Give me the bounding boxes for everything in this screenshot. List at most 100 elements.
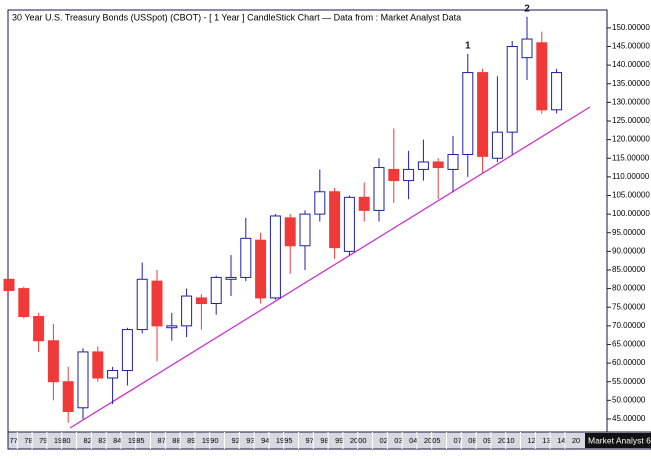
candle-body <box>462 72 474 156</box>
x-tick-label: 79 <box>39 436 47 445</box>
y-tick-label: 45.00000 <box>612 414 646 423</box>
y-tick-label: 125.00000 <box>612 116 650 125</box>
x-tick-label: 93 <box>246 436 254 445</box>
x-tick-label: 84 <box>113 436 121 445</box>
candle-body <box>181 295 193 327</box>
x-tick-label: 88 <box>172 436 180 445</box>
x-tick-label: 2005 <box>424 436 441 445</box>
x-tick-label: 77 <box>10 436 18 445</box>
candle-body <box>536 42 548 111</box>
y-tick-label: 80.00000 <box>612 284 646 293</box>
x-tick-label: 2000 <box>350 436 367 445</box>
y-tick-label: 135.00000 <box>612 79 650 88</box>
candle-body <box>3 278 15 291</box>
footer-box <box>585 433 651 448</box>
x-tick-label: 94 <box>261 436 269 445</box>
candle-body <box>388 168 400 182</box>
candle-body <box>358 196 370 211</box>
candle-body <box>299 213 311 247</box>
x-tick-label: 20 <box>572 436 580 445</box>
footer: Market Analyst 6 <box>588 435 651 445</box>
candle-body <box>240 237 252 278</box>
chart-title: 30 Year U.S. Treasury Bonds (USSpot) (CB… <box>12 12 461 22</box>
candle-body <box>33 316 45 342</box>
candle-body <box>121 329 133 372</box>
trend-line <box>69 106 591 429</box>
y-tick-label: 95.00000 <box>612 228 646 237</box>
y-tick-label: 100.00000 <box>612 209 650 218</box>
x-tick-label: 2010 <box>498 436 515 445</box>
x-tick-label: 87 <box>158 436 166 445</box>
y-tick-label: 55.00000 <box>612 377 646 386</box>
x-tick-label: 1985 <box>128 436 145 445</box>
x-tick-label: 92 <box>232 436 240 445</box>
candle-body <box>373 167 385 211</box>
y-tick-label: 65.00000 <box>612 340 646 349</box>
x-tick-label: 08 <box>468 436 476 445</box>
candle-body <box>151 280 163 327</box>
candle-body <box>432 161 444 169</box>
y-tick-label: 110.00000 <box>612 172 650 181</box>
y-tick-label: 105.00000 <box>612 191 650 200</box>
y-tick-label: 140.00000 <box>612 60 650 69</box>
y-tick-label: 130.00000 <box>612 97 650 106</box>
candle-body <box>551 72 563 111</box>
candle-body <box>166 325 178 329</box>
candle-body <box>284 217 296 247</box>
candle-body <box>47 340 59 383</box>
candle-body <box>62 381 74 413</box>
x-tick-label: 78 <box>24 436 32 445</box>
x-axis-strip <box>7 431 651 450</box>
annotation: 2 <box>524 3 530 14</box>
x-tick-label: 89 <box>187 436 195 445</box>
x-tick-label: 1995 <box>276 436 293 445</box>
y-tick-label: 115.00000 <box>612 153 650 162</box>
x-tick-label: 07 <box>454 436 462 445</box>
y-tick-label: 85.00000 <box>612 265 646 274</box>
x-tick-label: 02 <box>380 436 388 445</box>
candle-body <box>329 191 341 249</box>
candle-body <box>195 297 207 305</box>
y-tick-label: 50.00000 <box>612 395 646 404</box>
candle-body <box>343 196 355 252</box>
candle-body <box>521 38 533 59</box>
candle-body <box>417 161 429 170</box>
candle-body <box>506 46 518 133</box>
y-tick-label: 145.00000 <box>612 42 650 51</box>
x-tick-label: 1990 <box>202 436 219 445</box>
x-tick-label: 82 <box>84 436 92 445</box>
candle-body <box>225 276 237 280</box>
x-tick-label: 03 <box>394 436 402 445</box>
y-tick-label: 120.00000 <box>612 135 650 144</box>
x-tick-label: 1980 <box>54 436 71 445</box>
candle-body <box>491 131 503 159</box>
x-tick-label: 83 <box>98 436 106 445</box>
y-tick-label: 150.00000 <box>612 23 650 32</box>
candle-body <box>477 72 489 157</box>
candle-body <box>107 370 119 379</box>
y-tick-label: 90.00000 <box>612 246 646 255</box>
candle-body <box>255 239 267 299</box>
candle-body <box>403 168 415 182</box>
candle-body <box>77 351 89 409</box>
x-tick-label: 99 <box>335 436 343 445</box>
x-tick-label: 12 <box>528 436 536 445</box>
x-tick-label: 04 <box>409 436 417 445</box>
candle-body <box>314 191 326 215</box>
y-tick-label: 60.00000 <box>612 358 646 367</box>
x-tick-label: 13 <box>542 436 550 445</box>
x-tick-label: 97 <box>306 436 314 445</box>
candle-body <box>92 351 104 379</box>
candle-body <box>447 154 459 170</box>
candle-body <box>136 278 148 331</box>
candle-body <box>210 276 222 305</box>
candle-body <box>18 288 30 318</box>
y-tick-label: 70.00000 <box>612 321 646 330</box>
x-tick-label: 14 <box>557 436 565 445</box>
x-tick-label: 98 <box>320 436 328 445</box>
annotation: 1 <box>465 41 471 52</box>
candle-body <box>269 215 281 299</box>
x-tick-label: 09 <box>483 436 491 445</box>
y-tick-label: 75.00000 <box>612 302 646 311</box>
